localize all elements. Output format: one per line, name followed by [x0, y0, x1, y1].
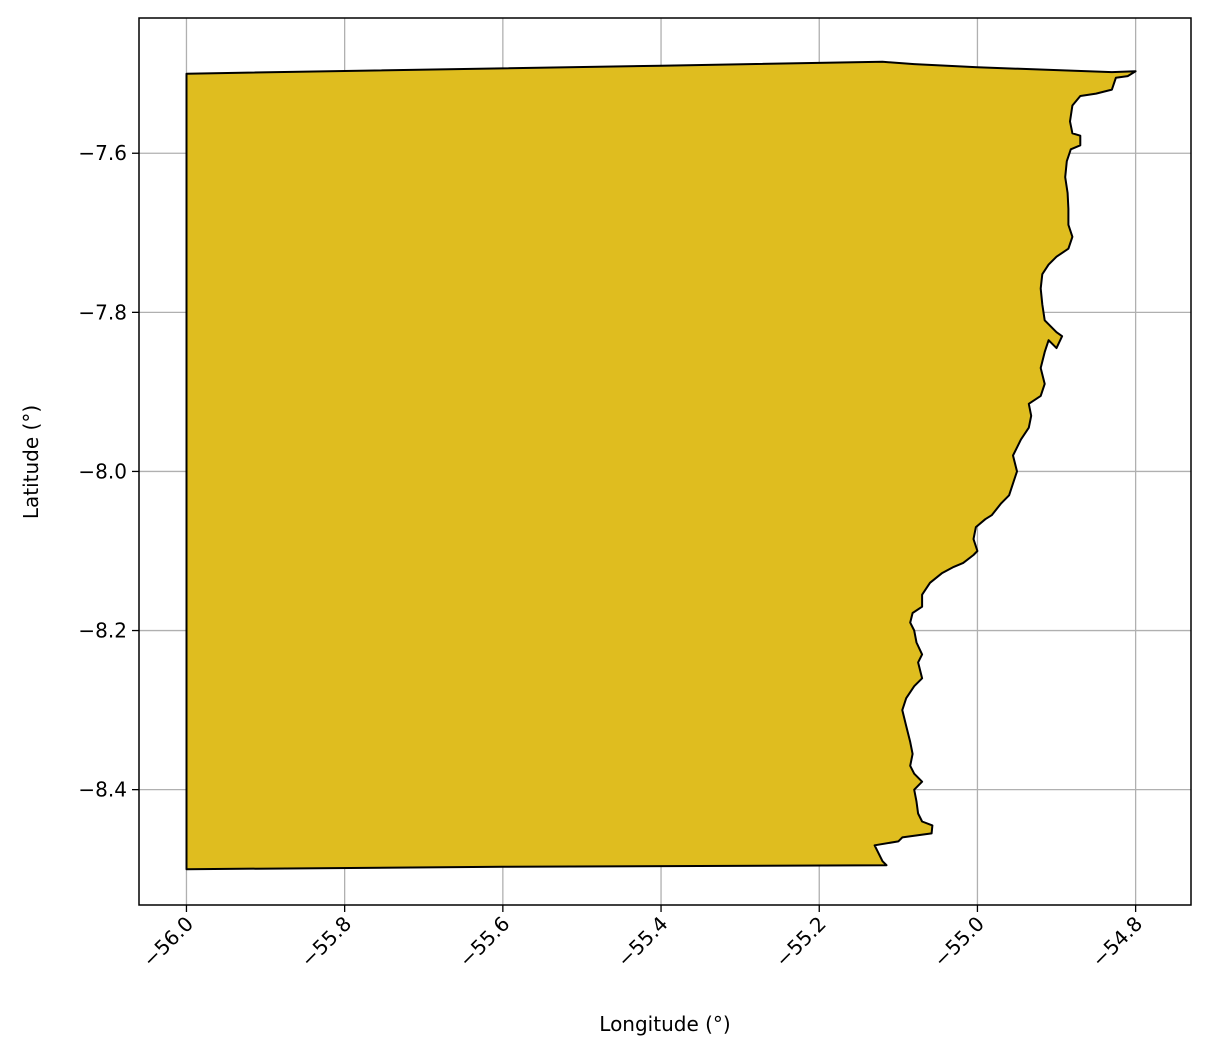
- x-axis-title: Longitude (°): [599, 1012, 730, 1036]
- y-tick-label: −7.6: [78, 141, 127, 165]
- plot-frame: [138, 17, 1192, 906]
- y-tick-label: −8.2: [78, 619, 127, 643]
- region-polygon: [185, 60, 1137, 871]
- y-tick-label: −8.0: [78, 459, 127, 483]
- y-tick-label: −7.8: [78, 300, 127, 324]
- y-axis-title: Latitude (°): [19, 405, 43, 519]
- y-tick-label: −8.4: [78, 778, 127, 802]
- y-axis-ticks: −7.6 −7.8 −8.0 −8.2 −8.4: [78, 141, 139, 802]
